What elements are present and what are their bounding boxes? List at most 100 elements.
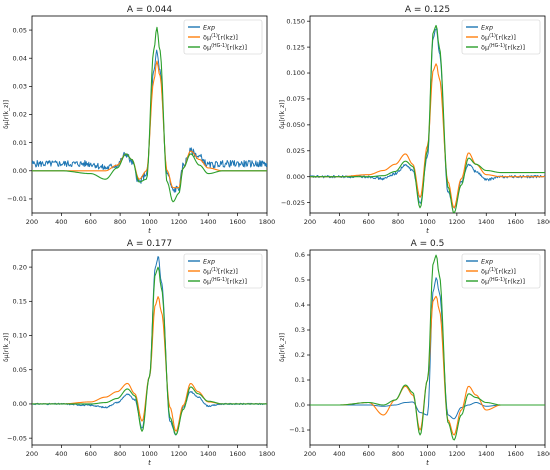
x-tick-label: 400 [55, 450, 67, 458]
legend-label-2: δμ(1)[r(kz)] [203, 267, 238, 276]
x-tick-label: 1200 [171, 450, 188, 458]
y-tick-label: 0.1 [295, 376, 305, 384]
x-axis-label: t [426, 459, 429, 467]
y-tick-label: 0.6 [295, 251, 305, 259]
x-axis-label: t [148, 459, 151, 467]
y-tick-label: 0.02 [13, 111, 27, 119]
subplot-title: A = 0.177 [127, 239, 172, 249]
legend-label-2: δμ(1)[r(kz)] [481, 267, 516, 276]
x-tick-label: 800 [114, 218, 126, 226]
y-axis-label: δμ[r(k_z)] [279, 333, 286, 362]
x-tick-label: 800 [114, 450, 126, 458]
legend-label-1: Exp [203, 257, 215, 265]
y-tick-label: 0.03 [13, 83, 27, 91]
x-tick-label: 200 [26, 218, 38, 226]
legend-label-3: δμ(HG-1)[r(kz)] [481, 277, 525, 286]
y-tick-label: 0.2 [295, 351, 305, 359]
legend-label-1: Exp [481, 257, 493, 265]
x-tick-label: 200 [304, 218, 316, 226]
y-tick-label: 0.04 [13, 54, 27, 62]
x-tick-label: 800 [392, 450, 404, 458]
x-tick-label: 400 [333, 218, 345, 226]
x-tick-label: 600 [85, 450, 97, 458]
x-tick-label: 400 [55, 218, 67, 226]
x-tick-label: 1400 [200, 450, 217, 458]
x-tick-label: 1400 [200, 218, 217, 226]
y-tick-label: 0.025 [286, 147, 305, 155]
x-tick-label: 1000 [141, 450, 158, 458]
x-tick-label: 1400 [478, 218, 495, 226]
legend: Exp δμ(1)[r(kz)]δμ(HG-1)[r(kz)] [461, 253, 541, 289]
x-tick-label: 1000 [419, 218, 436, 226]
y-tick-label: 0.05 [13, 366, 27, 374]
legend: Exp δμ(1)[r(kz)]δμ(HG-1)[r(kz)] [183, 19, 263, 55]
y-tick-label: 0.125 [286, 43, 305, 51]
series-line-3 [310, 24, 545, 213]
x-tick-label: 1200 [171, 218, 188, 226]
x-axis-label: t [148, 227, 151, 235]
y-axis-label: δμ[r(k_z)] [279, 100, 286, 129]
x-tick-label: 1600 [229, 450, 246, 458]
legend-label-3: δμ(HG-1)[r(kz)] [481, 43, 525, 52]
subplot-2: A = 0.125 200 400 600 800 1000 1200 1400 1600 180… [279, 5, 550, 235]
y-tick-label: 0.075 [286, 95, 305, 103]
series-line-3 [32, 266, 267, 436]
x-axis-label: t [426, 227, 429, 235]
subplot-1: A = 0.044 200 400 600 800 1000 1200 1400 1600 180… [3, 5, 275, 235]
y-tick-label: 0.10 [13, 332, 27, 340]
subplot-4: A = 0.5 200 400 600 800 1000 1200 1400 1600 1800 −… [279, 239, 550, 467]
legend-label-1: Exp [203, 23, 215, 31]
x-tick-label: 200 [304, 450, 316, 458]
legend-box [461, 19, 541, 55]
series-line-3 [32, 26, 267, 203]
y-tick-label: 0.00 [13, 167, 27, 175]
y-tick-label: 0.3 [295, 326, 305, 334]
x-tick-label: 400 [333, 450, 345, 458]
y-tick-label: 0.150 [286, 17, 305, 25]
legend: Exp δμ(1)[r(kz)]δμ(HG-1)[r(kz)] [183, 253, 263, 289]
legend-label-3: δμ(HG-1)[r(kz)] [203, 43, 247, 52]
x-tick-label: 1800 [537, 218, 550, 226]
y-tick-label: 0.00 [13, 400, 27, 408]
y-tick-label: 0.01 [13, 139, 27, 147]
legend-box [183, 253, 263, 289]
y-tick-label: 0.4 [295, 301, 305, 309]
subplot-3: A = 0.177 200 400 600 800 1000 1200 1400 1600 180… [3, 239, 275, 467]
x-tick-label: 600 [85, 218, 97, 226]
y-tick-label: −0.1 [289, 426, 305, 434]
y-tick-label: 0.20 [13, 263, 27, 271]
y-tick-label: −0.025 [281, 199, 305, 207]
x-tick-label: 1600 [507, 450, 524, 458]
legend-box [183, 19, 263, 55]
legend-label-2: δμ(1)[r(kz)] [203, 33, 238, 42]
legend-label-1: Exp [481, 23, 493, 31]
subplot-title: A = 0.125 [405, 5, 450, 15]
x-tick-label: 200 [26, 450, 38, 458]
y-axis-label: δμ[r(k_z)] [3, 333, 10, 362]
x-tick-label: 600 [363, 450, 375, 458]
x-tick-label: 1000 [141, 218, 158, 226]
y-tick-label: −0.01 [7, 195, 27, 203]
legend-label-2: δμ(1)[r(kz)] [481, 33, 516, 42]
x-tick-label: 1200 [449, 218, 466, 226]
x-tick-label: 1600 [507, 218, 524, 226]
y-tick-label: 0.15 [13, 298, 27, 306]
x-tick-label: 1800 [259, 218, 276, 226]
x-tick-label: 1400 [478, 450, 495, 458]
legend-box [461, 253, 541, 289]
x-tick-label: 1800 [259, 450, 276, 458]
y-tick-label: 0.100 [286, 69, 305, 77]
x-tick-label: 1800 [537, 450, 550, 458]
x-tick-label: 800 [392, 218, 404, 226]
x-tick-label: 1000 [419, 450, 436, 458]
y-tick-label: −0.05 [7, 434, 27, 442]
y-axis-label: δμ[r(k_z)] [3, 100, 10, 129]
legend: Exp δμ(1)[r(kz)]δμ(HG-1)[r(kz)] [461, 19, 541, 55]
x-tick-label: 600 [363, 218, 375, 226]
subplot-title: A = 0.5 [411, 239, 445, 249]
y-tick-label: 0.5 [295, 276, 305, 284]
y-tick-label: 0.050 [286, 121, 305, 129]
series-line-3 [310, 254, 545, 441]
y-tick-label: 0.05 [13, 26, 27, 34]
